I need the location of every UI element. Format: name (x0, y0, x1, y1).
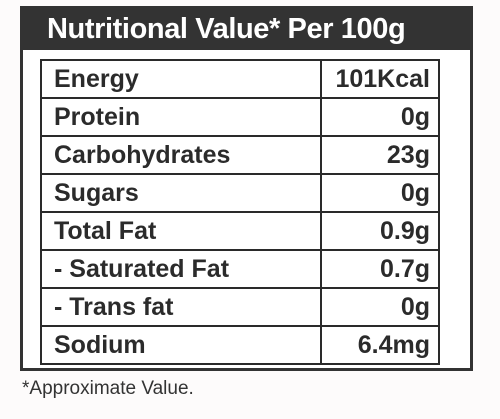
table-row: Energy 101Kcal (40, 59, 441, 99)
footnote: *Approximate Value. (22, 378, 194, 399)
table-row: Total Fat 0.9g (40, 211, 441, 251)
table-row: Carbohydrates 23g (40, 135, 441, 175)
nutrient-label: Sugars (40, 173, 322, 213)
nutrient-value: 0.9g (319, 211, 441, 251)
nutrient-value: 0g (319, 287, 441, 327)
nutrient-label: - Trans fat (40, 287, 322, 327)
nutrient-value: 0g (319, 173, 441, 213)
table-row: Protein 0g (40, 97, 441, 137)
nutrient-label: - Saturated Fat (40, 249, 322, 289)
nutrient-label: Carbohydrates (40, 135, 322, 175)
nutrient-value: 101Kcal (319, 59, 441, 99)
nutrient-value: 23g (319, 135, 441, 175)
nutrition-panel: Nutritional Value* Per 100g Energy 101Kc… (20, 6, 473, 371)
nutrient-value: 6.4mg (319, 325, 441, 365)
nutrition-title: Nutritional Value* Per 100g (23, 9, 470, 50)
table-row: Sugars 0g (40, 173, 441, 213)
nutrient-value: 0.7g (319, 249, 441, 289)
table-row: Sodium 6.4mg (40, 325, 441, 365)
nutrient-label: Protein (40, 97, 322, 137)
nutrient-label: Sodium (40, 325, 322, 365)
nutrient-label: Energy (40, 59, 322, 99)
table-row: - Trans fat 0g (40, 287, 441, 327)
nutrition-table: Energy 101Kcal Protein 0g Carbohydrates … (40, 59, 441, 365)
table-row: - Saturated Fat 0.7g (40, 249, 441, 289)
nutrient-value: 0g (319, 97, 441, 137)
nutrient-label: Total Fat (40, 211, 322, 251)
